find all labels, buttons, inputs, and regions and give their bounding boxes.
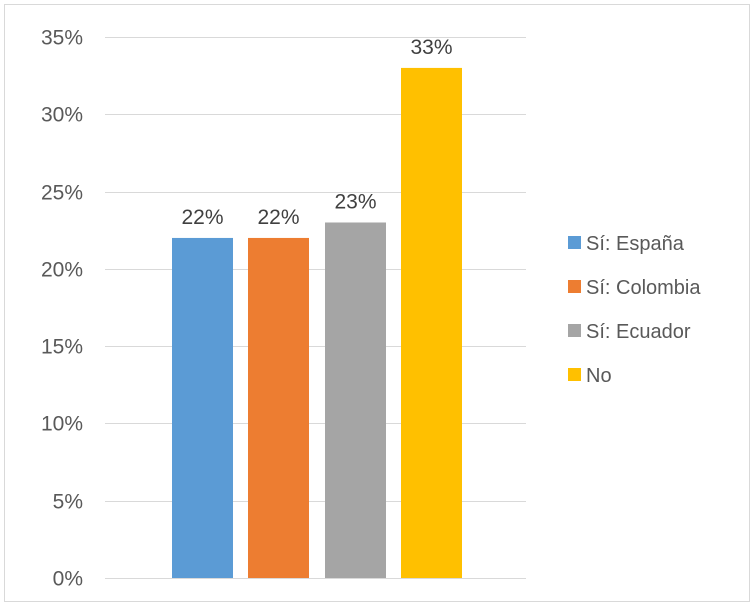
data-label: 23% <box>334 190 376 213</box>
bars <box>172 67 462 579</box>
data-labels: 22% 22% 23% 33% <box>181 36 452 229</box>
y-tick-label: 15% <box>41 336 83 359</box>
legend-swatch <box>568 280 581 293</box>
legend-label: Sí: Colombia <box>586 277 701 299</box>
legend-label: No <box>586 365 612 387</box>
y-tick-label: 5% <box>53 491 83 514</box>
y-tick-label: 35% <box>41 27 83 50</box>
y-tick-label: 30% <box>41 104 83 127</box>
legend-swatch <box>568 236 581 249</box>
data-label: 22% <box>257 206 299 229</box>
legend-swatch <box>568 368 581 381</box>
y-tick-label: 10% <box>41 413 83 436</box>
gridlines <box>105 37 526 579</box>
y-tick-label: 0% <box>53 568 83 591</box>
bar <box>172 237 233 578</box>
legend-label: Sí: España <box>586 233 685 255</box>
legend: Sí: España Sí: Colombia Sí: Ecuador No <box>568 233 701 387</box>
bar <box>325 222 386 578</box>
y-tick-label: 25% <box>41 182 83 205</box>
y-axis-tick-labels: 0% 5% 10% 15% 20% 25% 30% 35% <box>41 27 83 591</box>
bar <box>401 67 462 579</box>
data-label: 33% <box>410 36 452 59</box>
legend-swatch <box>568 324 581 337</box>
y-tick-label: 20% <box>41 259 83 282</box>
bar <box>248 237 309 578</box>
legend-label: Sí: Ecuador <box>586 321 691 343</box>
data-label: 22% <box>181 206 223 229</box>
